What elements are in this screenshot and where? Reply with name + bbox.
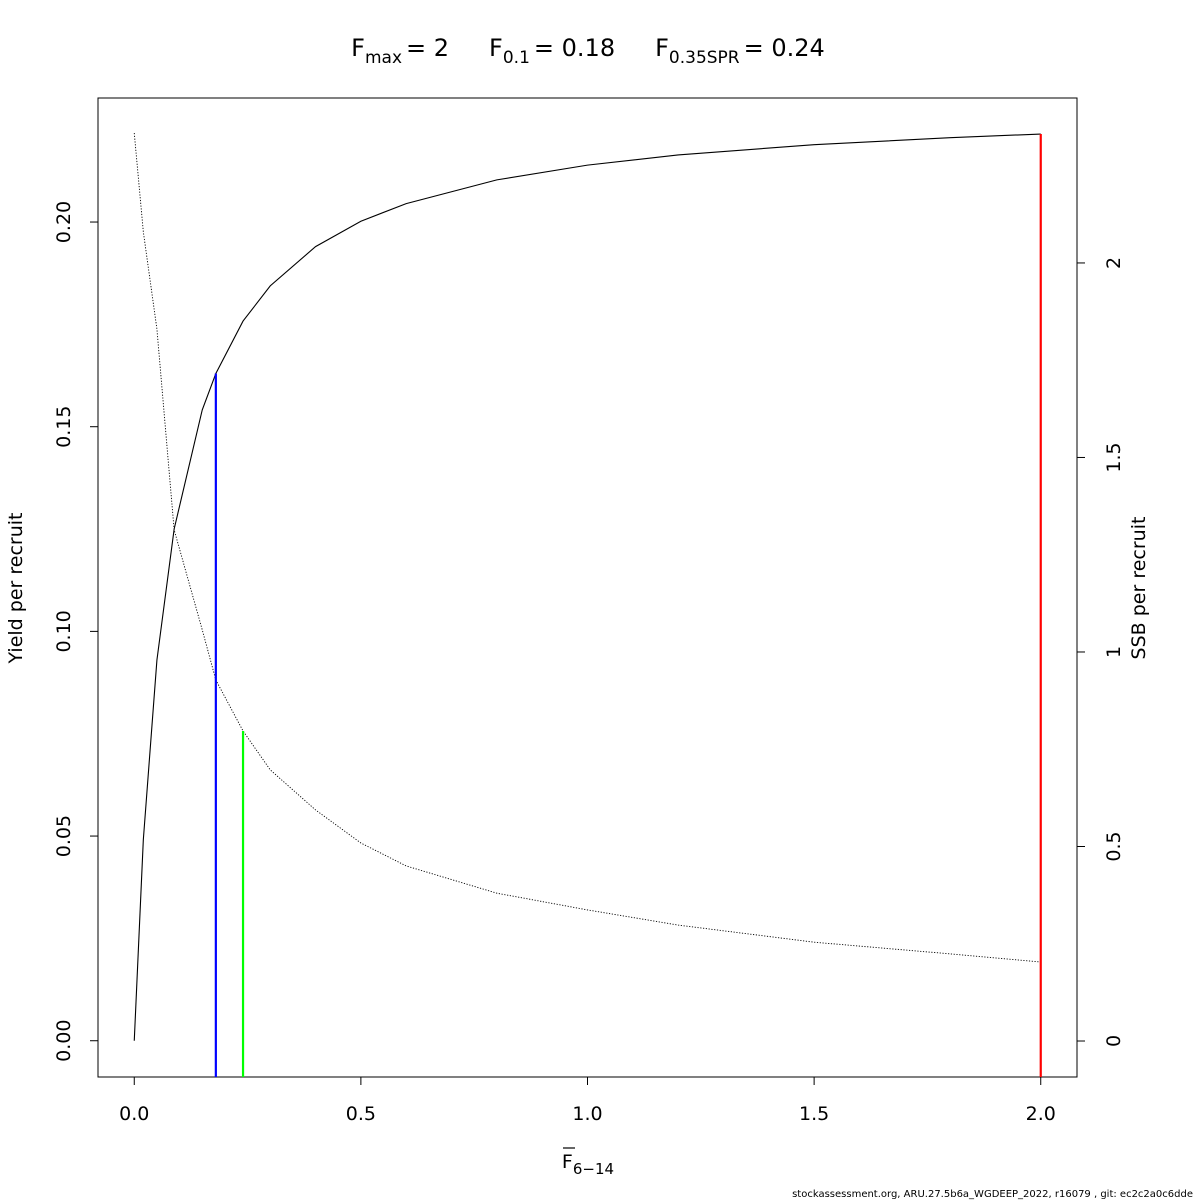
title-symbol: F	[351, 34, 365, 62]
y2-tick-label: 1	[1103, 646, 1125, 658]
title-subscript: 0.35SPR	[669, 48, 740, 68]
title-text: = 0.18	[534, 34, 615, 62]
y2-tick-label: 0	[1103, 1035, 1125, 1047]
x-label-subscript: 6−14	[573, 1160, 614, 1178]
title-subscript: 0.1	[503, 48, 530, 68]
x-tick-label: 0.0	[119, 1103, 149, 1125]
plot-frame	[97, 97, 1078, 1078]
chart-title: Fmax = 2 F0.1 = 0.18 F0.35SPR = 0.24	[351, 34, 825, 68]
y-tick-label: 0.10	[53, 610, 75, 652]
title-text: = 0.24	[744, 34, 825, 62]
series-line	[133, 132, 1041, 963]
y2-tick-label: 0.5	[1103, 831, 1125, 861]
x-axis-label: F6−14	[562, 1151, 614, 1178]
x-tick-label: 1.5	[799, 1103, 829, 1125]
y-tick-label: 0.20	[53, 201, 75, 243]
y-tick-label: 0.00	[53, 1020, 75, 1062]
y2-axis-label: SSB per recruit	[1128, 517, 1150, 660]
series-line	[133, 133, 1041, 1041]
footer: stockassessment.org, ARU.27.5b6a_WGDEEP_…	[792, 1189, 1193, 1200]
x-tick-label: 2.0	[1026, 1103, 1056, 1125]
y-tick-label: 0.05	[53, 815, 75, 857]
title-subscript: max	[365, 48, 402, 68]
y2-tick-label: 1.5	[1103, 442, 1125, 472]
x-label-symbol: F	[562, 1151, 573, 1173]
title-symbol: F	[655, 34, 669, 62]
x-tick-label: 1.0	[572, 1103, 602, 1125]
y2-tick-label: 2	[1103, 257, 1125, 269]
title-symbol: F	[489, 34, 503, 62]
y-tick-label: 0.15	[53, 406, 75, 448]
title-text: = 2	[406, 34, 449, 62]
x-tick-label: 0.5	[346, 1103, 376, 1125]
y-axis-label: Yield per recruit	[5, 513, 27, 665]
